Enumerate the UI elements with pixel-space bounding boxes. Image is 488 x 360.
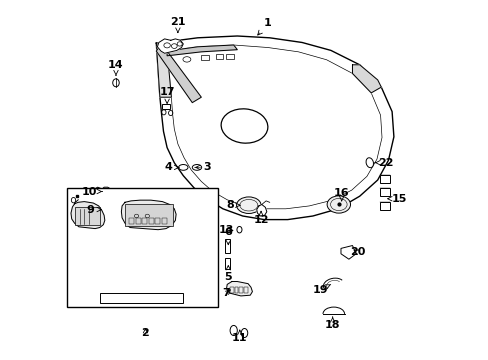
Text: 14: 14 <box>108 60 123 75</box>
Bar <box>67 188 218 307</box>
Text: 19: 19 <box>312 284 330 295</box>
Bar <box>230 287 233 293</box>
Bar <box>142 218 147 224</box>
Bar <box>379 188 389 196</box>
Polygon shape <box>93 187 112 199</box>
Text: 13: 13 <box>218 225 234 235</box>
Text: 2: 2 <box>142 328 149 338</box>
Polygon shape <box>157 39 183 53</box>
Bar <box>244 287 247 293</box>
Polygon shape <box>156 36 393 220</box>
Polygon shape <box>71 202 104 229</box>
Text: 15: 15 <box>387 194 406 204</box>
Text: 17: 17 <box>159 87 175 103</box>
Text: 6: 6 <box>224 227 232 245</box>
Bar <box>226 54 233 59</box>
Text: 12: 12 <box>253 211 268 225</box>
Text: 5: 5 <box>224 266 232 282</box>
Text: 16: 16 <box>333 188 349 201</box>
Text: 1: 1 <box>257 18 271 35</box>
Ellipse shape <box>236 197 261 213</box>
Polygon shape <box>256 204 266 216</box>
Bar <box>100 293 182 303</box>
Ellipse shape <box>366 158 373 168</box>
Text: 9: 9 <box>86 204 101 215</box>
Polygon shape <box>121 200 176 230</box>
Bar <box>125 204 172 226</box>
Text: 21: 21 <box>170 17 185 32</box>
Text: 7: 7 <box>222 288 230 298</box>
Text: 22: 22 <box>374 158 392 168</box>
Bar <box>75 207 101 225</box>
Bar <box>224 258 230 269</box>
Polygon shape <box>226 282 252 296</box>
Bar <box>129 218 134 224</box>
Bar <box>162 104 169 109</box>
Bar <box>155 218 160 224</box>
Bar <box>379 202 389 210</box>
Bar <box>234 287 238 293</box>
Text: 4: 4 <box>164 162 179 172</box>
Polygon shape <box>156 43 201 103</box>
Bar <box>162 218 167 224</box>
Bar <box>136 218 141 224</box>
Bar <box>148 218 153 224</box>
Bar <box>239 287 243 293</box>
Bar <box>201 55 208 60</box>
Polygon shape <box>352 65 381 93</box>
Text: 20: 20 <box>349 247 365 257</box>
Bar <box>379 175 389 183</box>
Text: 18: 18 <box>325 317 340 330</box>
Bar <box>224 239 230 253</box>
Bar <box>215 54 223 59</box>
Text: 3: 3 <box>195 162 210 172</box>
Polygon shape <box>90 205 110 217</box>
Text: 10: 10 <box>81 186 102 197</box>
Ellipse shape <box>326 196 350 213</box>
Polygon shape <box>156 43 171 97</box>
Text: 8: 8 <box>226 200 240 210</box>
Polygon shape <box>340 246 355 259</box>
Polygon shape <box>167 45 237 56</box>
Text: 11: 11 <box>232 330 247 343</box>
